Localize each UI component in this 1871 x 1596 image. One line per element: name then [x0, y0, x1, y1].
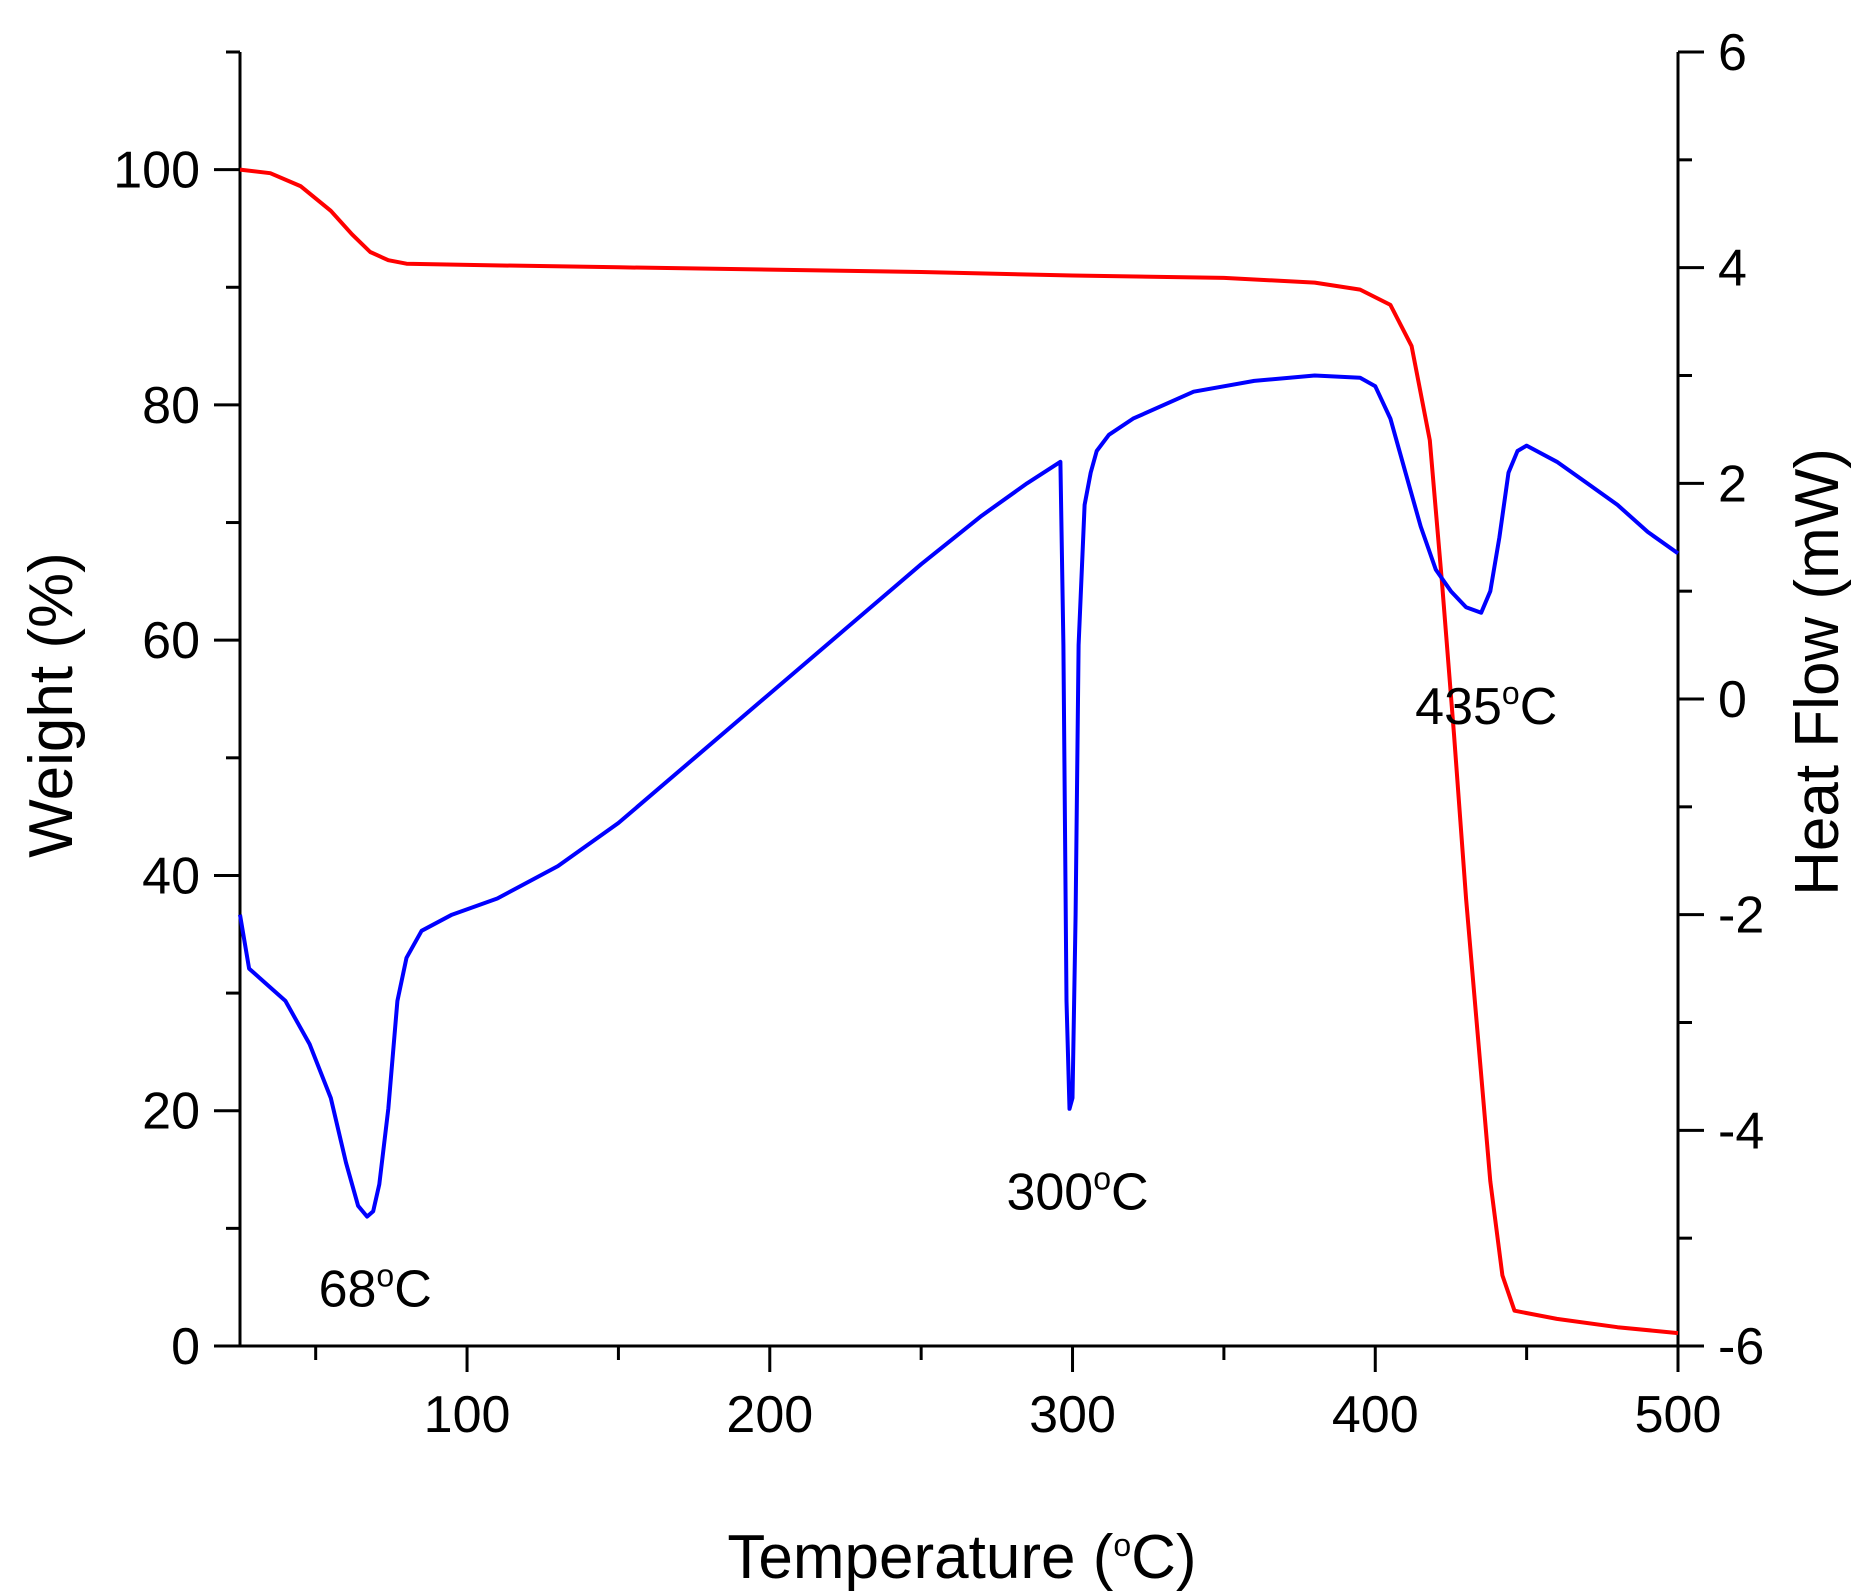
- y-left-tick-label: 80: [142, 377, 200, 435]
- annotation-peak-68: 68oC: [319, 1258, 432, 1319]
- x-tick-label: 500: [1635, 1386, 1722, 1444]
- y-right-tick-label: 0: [1718, 671, 1747, 729]
- x-tick-label: 200: [726, 1386, 813, 1444]
- y-right-tick-label: 4: [1718, 240, 1747, 298]
- y-right-tick-label: -6: [1718, 1318, 1764, 1376]
- x-axis-ticks: 100 200 300 400 500: [314, 1346, 1722, 1444]
- peak-annotations: 68oC 300oC 435oC: [319, 675, 1558, 1318]
- annotation-peak-435: 435oC: [1415, 675, 1557, 736]
- x-tick-label: 400: [1332, 1386, 1419, 1444]
- y-right-tick-label: 2: [1718, 455, 1747, 513]
- y-left-tick-label: 60: [142, 612, 200, 670]
- y-left-axis-ticks: 0 20 40 60 80 100: [113, 50, 240, 1376]
- x-tick-label: 300: [1029, 1386, 1116, 1444]
- series-layer: [238, 167, 1680, 1336]
- x-axis-title: Temperature (oC): [727, 1523, 1196, 1592]
- y-left-tick-label: 0: [171, 1318, 200, 1376]
- y-right-axis-title: Heat Flow (mW): [1783, 448, 1852, 896]
- y-left-tick-label: 40: [142, 847, 200, 905]
- y-left-tick-label: 20: [142, 1083, 200, 1141]
- y-right-tick-label: -2: [1718, 887, 1764, 945]
- y-right-axis-ticks: -6 -4 -2 0 2 4 6: [1678, 24, 1764, 1376]
- series-line-weight: [239, 167, 1679, 1336]
- series-line-heat-flow: [238, 373, 1680, 1219]
- x-tick-label: 100: [424, 1386, 511, 1444]
- y-right-tick-label: 6: [1718, 24, 1747, 82]
- y-right-tick-label: -4: [1718, 1102, 1764, 1160]
- y-left-axis-title: Weight (%): [17, 552, 86, 858]
- y-left-tick-label: 100: [113, 142, 200, 200]
- annotation-peak-300: 300oC: [1006, 1160, 1148, 1221]
